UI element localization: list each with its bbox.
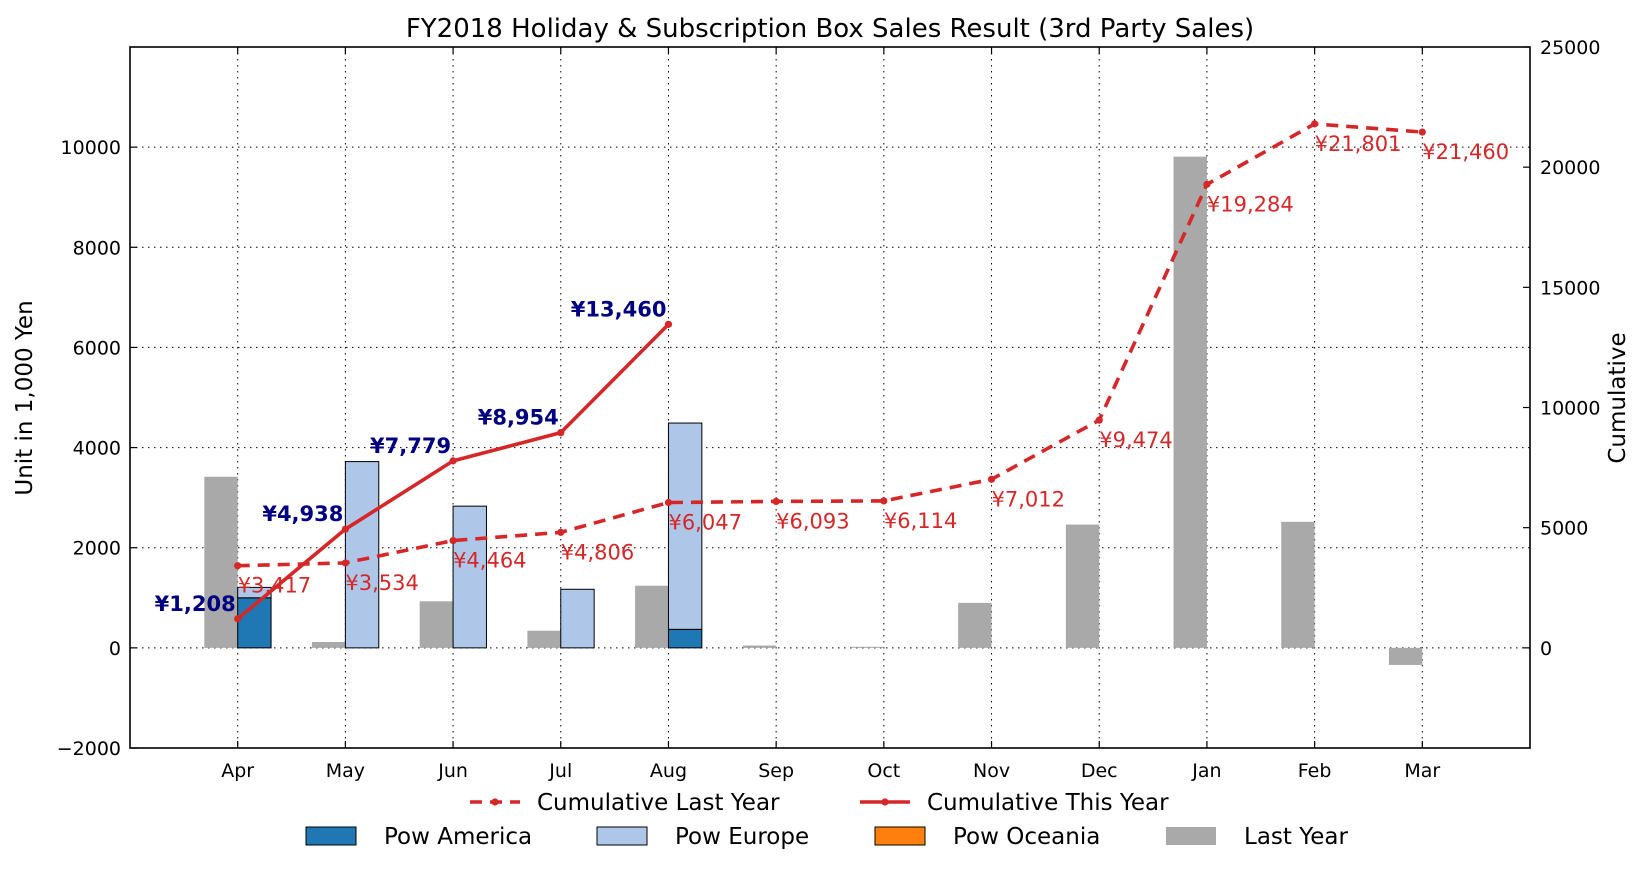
y-tick-label: 6000 bbox=[73, 337, 121, 359]
point-cumulative-last-year bbox=[880, 497, 888, 505]
data-label-cumulative-last-year: ¥7,012 bbox=[992, 487, 1065, 511]
data-label-cumulative-last-year: ¥3,417 bbox=[238, 574, 311, 598]
data-label-cumulative-this-year: ¥7,779 bbox=[370, 434, 451, 458]
x-tick-label: Jun bbox=[437, 760, 468, 782]
bar-last-year bbox=[958, 602, 992, 648]
legend-swatch-pow-america bbox=[305, 826, 357, 846]
x-tick-label: May bbox=[326, 760, 365, 782]
point-cumulative-this-year bbox=[664, 320, 673, 328]
x-tick-label: Mar bbox=[1404, 760, 1440, 782]
legend-swatch-pow-oceania bbox=[874, 826, 926, 846]
data-label-cumulative-last-year: ¥21,460 bbox=[1422, 140, 1509, 164]
data-label-cumulative-this-year: ¥8,954 bbox=[478, 406, 559, 430]
data-label-cumulative-last-year: ¥6,047 bbox=[668, 511, 741, 535]
bar-pow-europe bbox=[452, 505, 487, 649]
y-axis-title: Unit in 1,000 Yen bbox=[12, 300, 38, 495]
point-cumulative-last-year bbox=[664, 498, 673, 507]
x-tick-label: Feb bbox=[1298, 760, 1332, 782]
legend-label-pow-america: Pow America bbox=[384, 824, 532, 850]
point-cumulative-this-year bbox=[341, 525, 349, 533]
point-cumulative-last-year bbox=[341, 559, 349, 567]
y-tick-label: 8000 bbox=[73, 237, 121, 259]
bar-last-year bbox=[1065, 524, 1100, 648]
y-tick-label: 0 bbox=[109, 638, 121, 660]
bar-last-year bbox=[312, 641, 346, 648]
data-label-cumulative-last-year: ¥9,474 bbox=[1099, 428, 1172, 452]
legend-marker-cumulative-this-year bbox=[881, 798, 889, 806]
bars bbox=[204, 156, 1423, 665]
y2-tick-label: 10000 bbox=[1540, 398, 1600, 420]
point-cumulative-last-year bbox=[1095, 416, 1103, 424]
bar-last-year bbox=[742, 645, 777, 648]
legend-swatch-last-year bbox=[1166, 827, 1216, 845]
bar-last-year bbox=[850, 646, 884, 648]
bar-last-year bbox=[419, 601, 454, 648]
lines bbox=[234, 120, 1426, 623]
point-cumulative-this-year bbox=[557, 429, 565, 437]
legend-label-cumulative-this-year: Cumulative This Year bbox=[927, 790, 1169, 816]
data-label-cumulative-last-year: ¥21,801 bbox=[1315, 132, 1402, 156]
legend-swatch-pow-europe bbox=[596, 826, 648, 846]
point-cumulative-last-year bbox=[1418, 128, 1426, 136]
data-label-cumulative-last-year: ¥3,534 bbox=[345, 571, 418, 595]
bar-last-year bbox=[1173, 156, 1207, 648]
legend-label-cumulative-last-year: Cumulative Last Year bbox=[537, 790, 780, 816]
x-tick-label: Sep bbox=[758, 760, 794, 782]
point-cumulative-last-year bbox=[987, 475, 996, 483]
y-tick-label: 10000 bbox=[61, 137, 121, 159]
y2-tick-label: 5000 bbox=[1540, 518, 1588, 540]
point-cumulative-last-year bbox=[1203, 180, 1211, 188]
point-cumulative-this-year bbox=[449, 457, 457, 465]
data-label-cumulative-this-year: ¥4,938 bbox=[262, 502, 343, 526]
data-label-cumulative-this-year: ¥13,460 bbox=[571, 297, 667, 321]
legend-marker-cumulative-last-year bbox=[491, 798, 499, 806]
data-label-cumulative-last-year: ¥6,093 bbox=[776, 509, 849, 533]
data-label-cumulative-last-year: ¥4,464 bbox=[453, 549, 526, 573]
y2-axis-title: Cumulative bbox=[1605, 332, 1631, 463]
bar-last-year bbox=[527, 630, 561, 648]
legend-label-pow-europe: Pow Europe bbox=[675, 824, 809, 850]
point-cumulative-last-year bbox=[234, 562, 242, 570]
y2-tick-label: 15000 bbox=[1540, 277, 1600, 299]
bar-pow-europe bbox=[344, 461, 380, 649]
bar-pow-america bbox=[667, 628, 703, 649]
x-tick-label: Nov bbox=[973, 760, 1010, 782]
data-labels: ¥3,417 ¥3,534 ¥4,464 ¥4,806 ¥6,047 ¥6,093 ¥6,1… bbox=[155, 132, 1510, 616]
bar-last-year bbox=[1281, 521, 1315, 648]
point-cumulative-last-year bbox=[772, 497, 780, 506]
bar-pow-europe bbox=[560, 588, 595, 649]
chart-title: FY2018 Holiday & Subscription Box Sales … bbox=[406, 14, 1254, 44]
y2-tick-label: 0 bbox=[1540, 638, 1552, 660]
data-label-cumulative-this-year: ¥1,208 bbox=[155, 592, 236, 616]
y-tick-label: −2000 bbox=[57, 738, 121, 760]
legend-label-pow-oceania: Pow Oceania bbox=[953, 824, 1100, 850]
x-tick-label: Oct bbox=[867, 760, 900, 782]
legend: Cumulative Last Year Cumulative This Year… bbox=[305, 790, 1348, 850]
point-cumulative-last-year bbox=[449, 536, 457, 545]
bar-last-year bbox=[1388, 647, 1423, 665]
y2-tick-label: 25000 bbox=[1540, 37, 1600, 59]
bar-last-year bbox=[635, 585, 669, 648]
bar-pow-europe bbox=[667, 422, 703, 630]
point-cumulative-last-year bbox=[1311, 120, 1319, 128]
axes: Apr May Jun Jul Aug Sep Oct Nov Dec Jan Feb Mar −200… bbox=[57, 37, 1601, 782]
x-tick-label: Dec bbox=[1081, 760, 1118, 782]
data-label-cumulative-last-year: ¥19,284 bbox=[1207, 192, 1294, 216]
x-tick-label: Apr bbox=[221, 760, 254, 782]
bar-last-year bbox=[204, 476, 238, 648]
line-cumulative-last-year bbox=[237, 122, 1423, 568]
y-tick-label: 4000 bbox=[73, 438, 121, 460]
legend-label-last-year: Last Year bbox=[1244, 824, 1348, 850]
y-tick-label: 2000 bbox=[73, 538, 121, 560]
point-cumulative-this-year bbox=[234, 615, 242, 623]
data-label-cumulative-last-year: ¥4,806 bbox=[561, 540, 634, 564]
point-cumulative-last-year bbox=[557, 528, 565, 536]
data-label-cumulative-last-year: ¥6,114 bbox=[884, 509, 957, 533]
y2-tick-label: 20000 bbox=[1540, 157, 1600, 179]
x-tick-label: Aug bbox=[650, 760, 687, 782]
x-tick-label: Jan bbox=[1191, 760, 1221, 782]
x-tick-label: Jul bbox=[548, 760, 572, 782]
plot-frame bbox=[129, 46, 1531, 749]
